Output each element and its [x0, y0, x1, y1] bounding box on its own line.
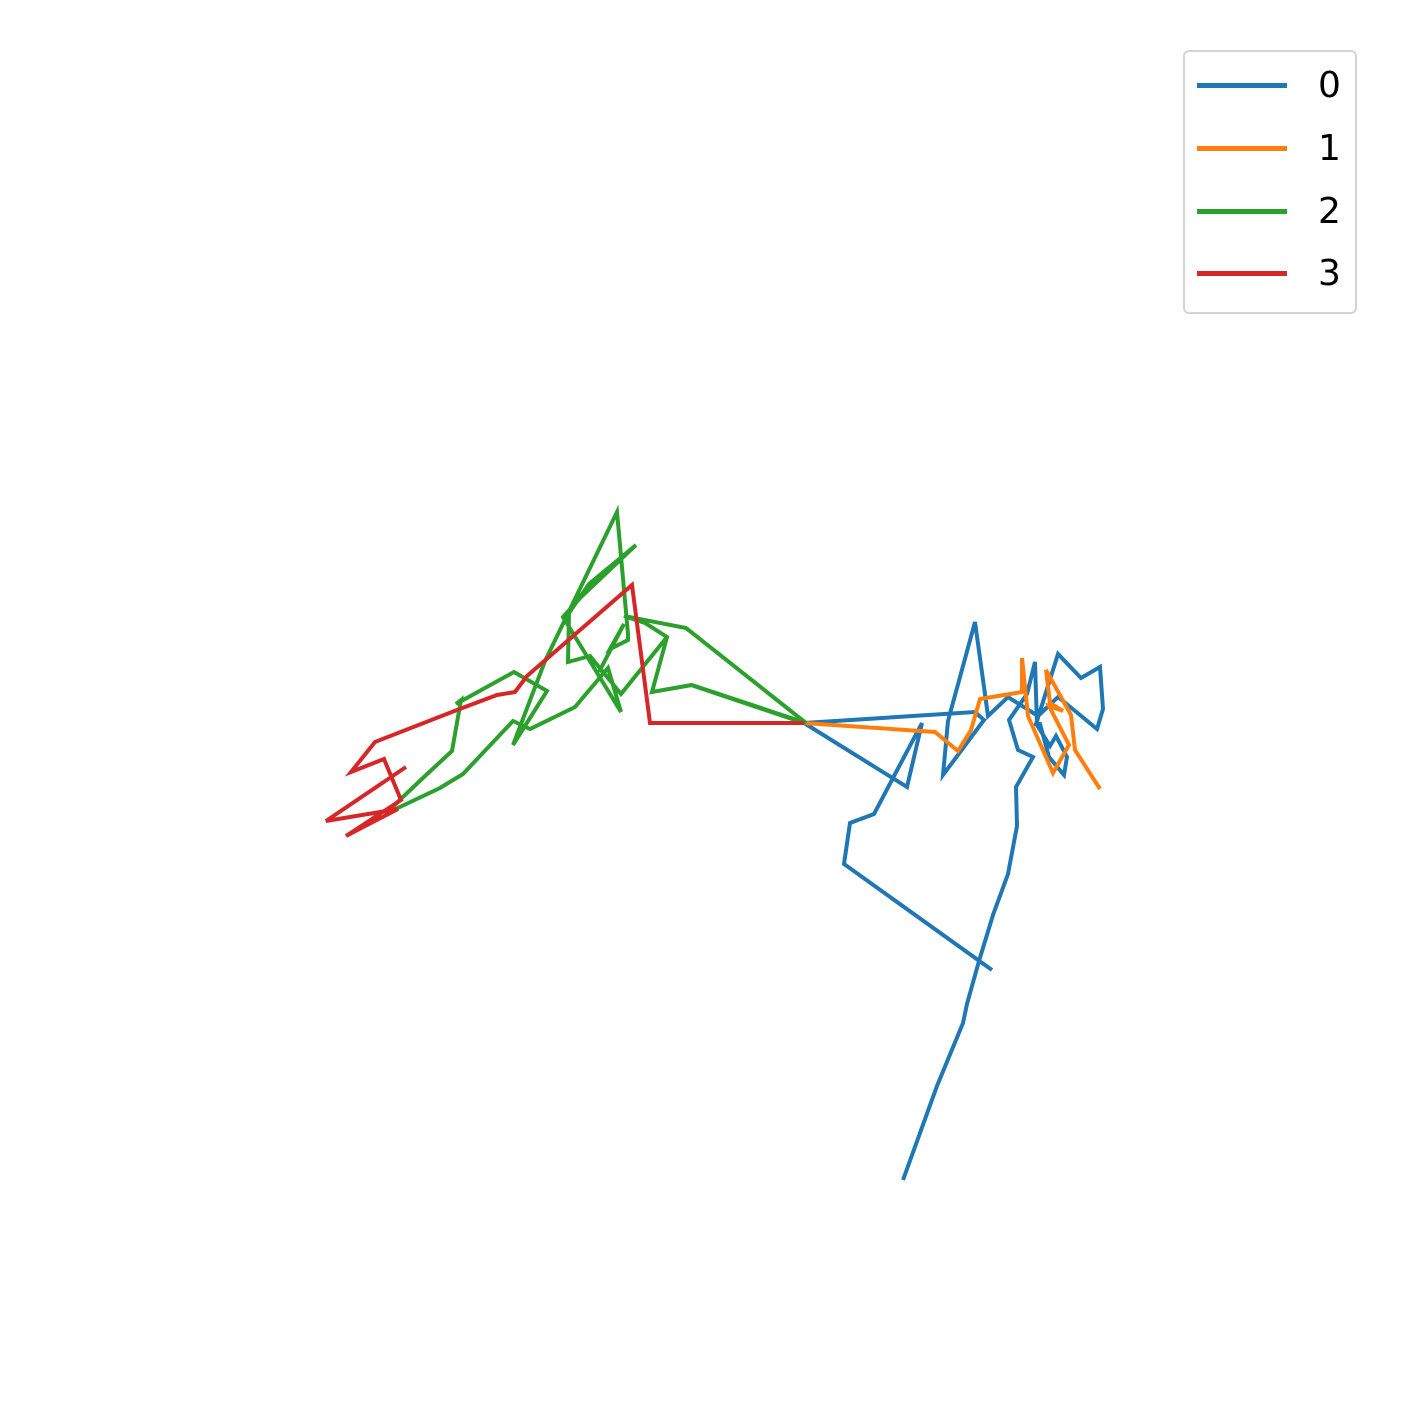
series-line-3	[324, 581, 804, 838]
legend: 0 1 2 3	[1183, 50, 1357, 314]
legend-swatch-1	[1197, 146, 1287, 151]
legend-item-2: 2	[1197, 192, 1347, 232]
series-line-1	[803, 657, 1102, 791]
legend-item-1: 1	[1197, 129, 1347, 169]
legend-swatch-2	[1197, 209, 1287, 214]
legend-label-0: 0	[1318, 65, 1341, 106]
legend-item-0: 0	[1197, 66, 1347, 106]
legend-label-1: 1	[1318, 128, 1341, 169]
legend-label-3: 3	[1318, 253, 1341, 294]
series-line-2	[383, 504, 808, 816]
legend-item-3: 3	[1197, 254, 1347, 294]
legend-swatch-0	[1197, 83, 1287, 88]
legend-swatch-3	[1197, 271, 1287, 276]
legend-label-2: 2	[1318, 191, 1341, 232]
